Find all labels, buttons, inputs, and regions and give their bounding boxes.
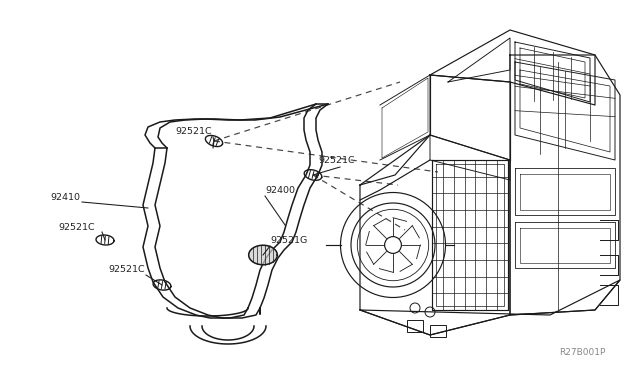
Bar <box>430 325 446 337</box>
Text: 92400: 92400 <box>265 186 295 195</box>
Text: 92521C: 92521C <box>318 156 355 165</box>
Text: 92521G: 92521G <box>270 236 307 245</box>
Text: 92410: 92410 <box>50 193 80 202</box>
Text: 92521C: 92521C <box>58 223 95 232</box>
Bar <box>407 320 423 332</box>
Polygon shape <box>249 245 277 265</box>
Text: 92521C: 92521C <box>175 127 212 136</box>
Text: R27B001P: R27B001P <box>559 348 605 357</box>
Text: 92521C: 92521C <box>108 265 145 274</box>
